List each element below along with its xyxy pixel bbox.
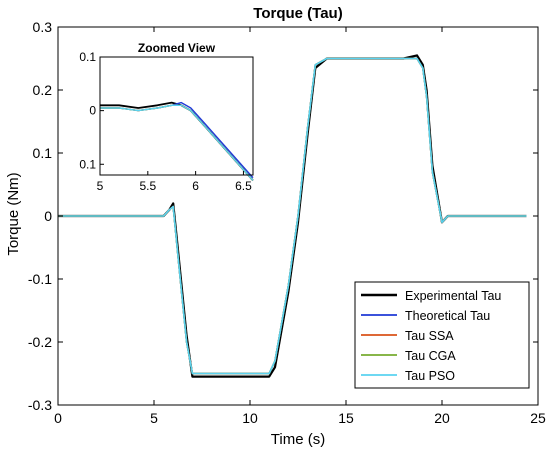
y-axis-label: Torque (Nm) [5,172,22,255]
inset-y-tick-label: 0 [89,104,96,118]
y-tick-label: 0 [44,208,52,224]
x-tick-label: 15 [338,410,354,426]
inset-y-tick-label: 0.1 [79,50,96,64]
inset-series-line-tau-pso [100,104,254,181]
series-line-tau-pso [58,57,527,375]
x-tick-label: 0 [54,410,62,426]
y-tick-label: 0.3 [33,19,53,35]
legend-label: Tau SSA [405,329,454,343]
chart-title: Torque (Tau) [253,5,342,22]
y-tick-label: 0.2 [33,82,53,98]
x-tick-label: 25 [530,410,546,426]
inset-x-tick-label: 5.5 [139,179,156,193]
x-tick-label: 10 [242,410,258,426]
inset-background [100,57,253,175]
y-tick-label: 0.1 [33,145,53,161]
x-axis-label: Time (s) [271,431,325,448]
inset-y-tick-label: 0.1 [79,157,96,171]
inset-title: Zoomed View [138,41,216,55]
inset-x-tick-label: 6 [192,179,199,193]
y-tick-label: -0.3 [28,397,52,413]
inset-x-tick-label: 5 [97,179,104,193]
inset-frame [99,56,254,176]
inset-x-tick-label: 6.5 [235,179,252,193]
y-tick-label: -0.2 [28,334,52,350]
zoomed-view-inset: Zoomed View 5 5.5 6 6.5 0.1 0 0.1 [79,41,254,193]
y-tick-label: -0.1 [28,271,52,287]
x-tick-label: 20 [434,410,450,426]
legend-label: Tau PSO [405,369,455,383]
legend-label: Experimental Tau [405,289,501,303]
legend: Experimental Tau Theoretical Tau Tau SSA Ta… [354,281,530,389]
legend-label: Tau CGA [405,349,456,363]
x-tick-label: 5 [150,410,158,426]
legend-label: Theoretical Tau [405,309,490,323]
